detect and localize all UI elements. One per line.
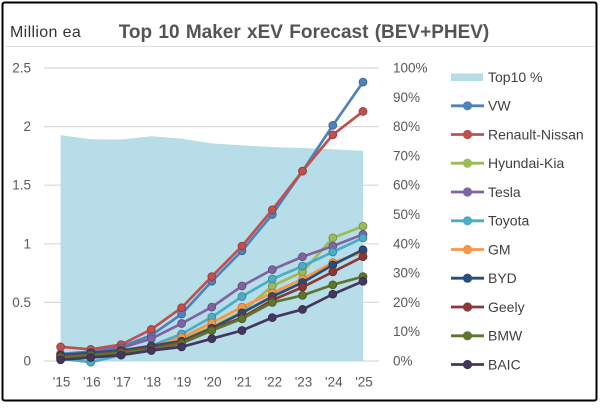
svg-text:VW: VW [488, 98, 511, 114]
svg-text:20%: 20% [393, 295, 420, 310]
svg-text:'18: '18 [144, 375, 162, 390]
svg-text:Tesla: Tesla [488, 184, 521, 200]
svg-text:Top 10 Maker xEV Forecast (BEV: Top 10 Maker xEV Forecast (BEV+PHEV) [119, 22, 490, 43]
svg-text:BYD: BYD [488, 270, 517, 286]
svg-text:Million ea: Million ea [10, 24, 81, 41]
svg-text:10%: 10% [393, 324, 420, 339]
svg-text:Hyundai-Kia: Hyundai-Kia [488, 155, 564, 171]
svg-text:'21: '21 [234, 375, 252, 390]
svg-text:Renault-Nissan: Renault-Nissan [488, 126, 584, 142]
svg-text:'15: '15 [53, 375, 71, 390]
svg-text:Top10 %: Top10 % [488, 69, 542, 85]
svg-text:70%: 70% [393, 148, 420, 163]
svg-text:1: 1 [23, 236, 31, 251]
svg-text:0.5: 0.5 [12, 295, 31, 310]
svg-text:80%: 80% [393, 119, 420, 134]
svg-text:BMW: BMW [488, 328, 523, 344]
svg-text:Geely: Geely [488, 299, 525, 315]
svg-text:60%: 60% [393, 178, 420, 193]
svg-text:100%: 100% [393, 61, 428, 76]
svg-text:'24: '24 [325, 375, 343, 390]
svg-text:BAIC: BAIC [488, 356, 521, 372]
svg-text:'20: '20 [204, 375, 222, 390]
svg-text:2.5: 2.5 [12, 61, 31, 76]
svg-text:'25: '25 [355, 375, 373, 390]
svg-text:Toyota: Toyota [488, 213, 529, 229]
svg-text:'22: '22 [265, 375, 283, 390]
svg-text:'19: '19 [174, 375, 192, 390]
svg-text:30%: 30% [393, 266, 420, 281]
svg-text:0%: 0% [393, 354, 413, 369]
svg-text:'16: '16 [83, 375, 101, 390]
svg-text:2: 2 [23, 119, 31, 134]
svg-text:GM: GM [488, 241, 511, 257]
svg-text:90%: 90% [393, 90, 420, 105]
svg-text:'17: '17 [113, 375, 131, 390]
svg-text:0: 0 [23, 354, 31, 369]
svg-text:50%: 50% [393, 207, 420, 222]
svg-text:40%: 40% [393, 236, 420, 251]
svg-text:'23: '23 [295, 375, 313, 390]
svg-text:1.5: 1.5 [12, 178, 31, 193]
